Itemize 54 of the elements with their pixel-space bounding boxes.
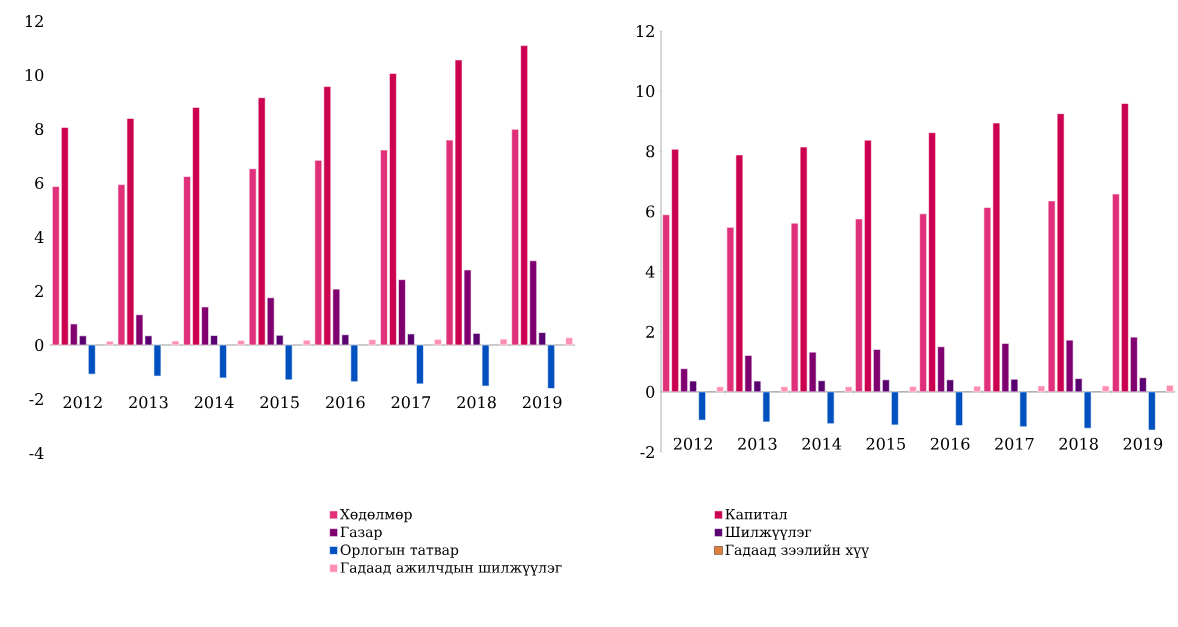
bar [716, 386, 724, 393]
x-tick-label: 2018 [457, 396, 496, 409]
legend-label: Газар [340, 526, 382, 540]
y-tick-label: -2 [29, 393, 43, 405]
bar [499, 338, 508, 346]
y-tick-label: 8 [35, 122, 44, 136]
y-tick-label: 10 [636, 85, 655, 98]
x-tick-label: 2014 [194, 396, 234, 409]
y-tick-label: 8 [646, 145, 655, 158]
x-tick-label: 2017 [995, 437, 1034, 450]
bar [844, 386, 853, 393]
x-tick-label: 2013 [738, 437, 777, 450]
bar [1101, 385, 1110, 393]
y-tick-label: 0 [646, 385, 655, 398]
legend-label: Капитал [725, 509, 788, 520]
x-tick-label: 2013 [129, 396, 168, 409]
x-tick-label: 2012 [673, 437, 712, 450]
legend-label: Орлогын татвар [340, 544, 459, 558]
bar [1166, 384, 1174, 393]
x-tick-label: 2016 [930, 437, 970, 450]
bar [237, 340, 245, 346]
y-tick-label: -4 [29, 447, 44, 459]
x-tick-label: 2016 [326, 396, 365, 409]
bar [565, 337, 573, 346]
legend-label: Гадаад зээлийн хүү [725, 544, 870, 558]
y-tick-label: 12 [636, 25, 654, 37]
legend-label: Хөдөлмөр [339, 509, 412, 523]
legend-label: Шилжүүлэг [725, 526, 812, 540]
x-tick-label: 2015 [866, 437, 905, 450]
bar [973, 385, 981, 393]
x-tick-label: 2012 [63, 396, 102, 409]
x-tick-label: 2019 [1123, 437, 1163, 450]
bar [171, 340, 180, 346]
bar [302, 339, 311, 346]
y-tick-label: -2 [640, 446, 654, 458]
x-tick-label: 2015 [260, 396, 299, 409]
y-tick-label: 4 [34, 231, 44, 243]
bar [368, 339, 377, 346]
y-tick-label: 2 [646, 325, 654, 338]
y-tick-label: 12 [25, 15, 43, 27]
x-tick-label: 2018 [1059, 437, 1098, 450]
y-tick-label: 6 [646, 205, 655, 218]
x-tick-label: 2017 [391, 396, 431, 409]
bar [434, 339, 442, 346]
x-tick-label: 2014 [802, 437, 842, 450]
bar [106, 340, 114, 346]
y-tick-label: 4 [645, 265, 655, 278]
y-tick-label: 2 [35, 285, 43, 297]
legend-label: Гадаад ажилчдын шилжүүлэг [340, 562, 562, 576]
y-tick-label: 10 [25, 68, 44, 82]
x-tick-label: 2019 [522, 396, 562, 409]
y-tick-label: 6 [35, 176, 44, 190]
y-tick-label: 0 [35, 338, 44, 352]
bar [909, 386, 917, 393]
